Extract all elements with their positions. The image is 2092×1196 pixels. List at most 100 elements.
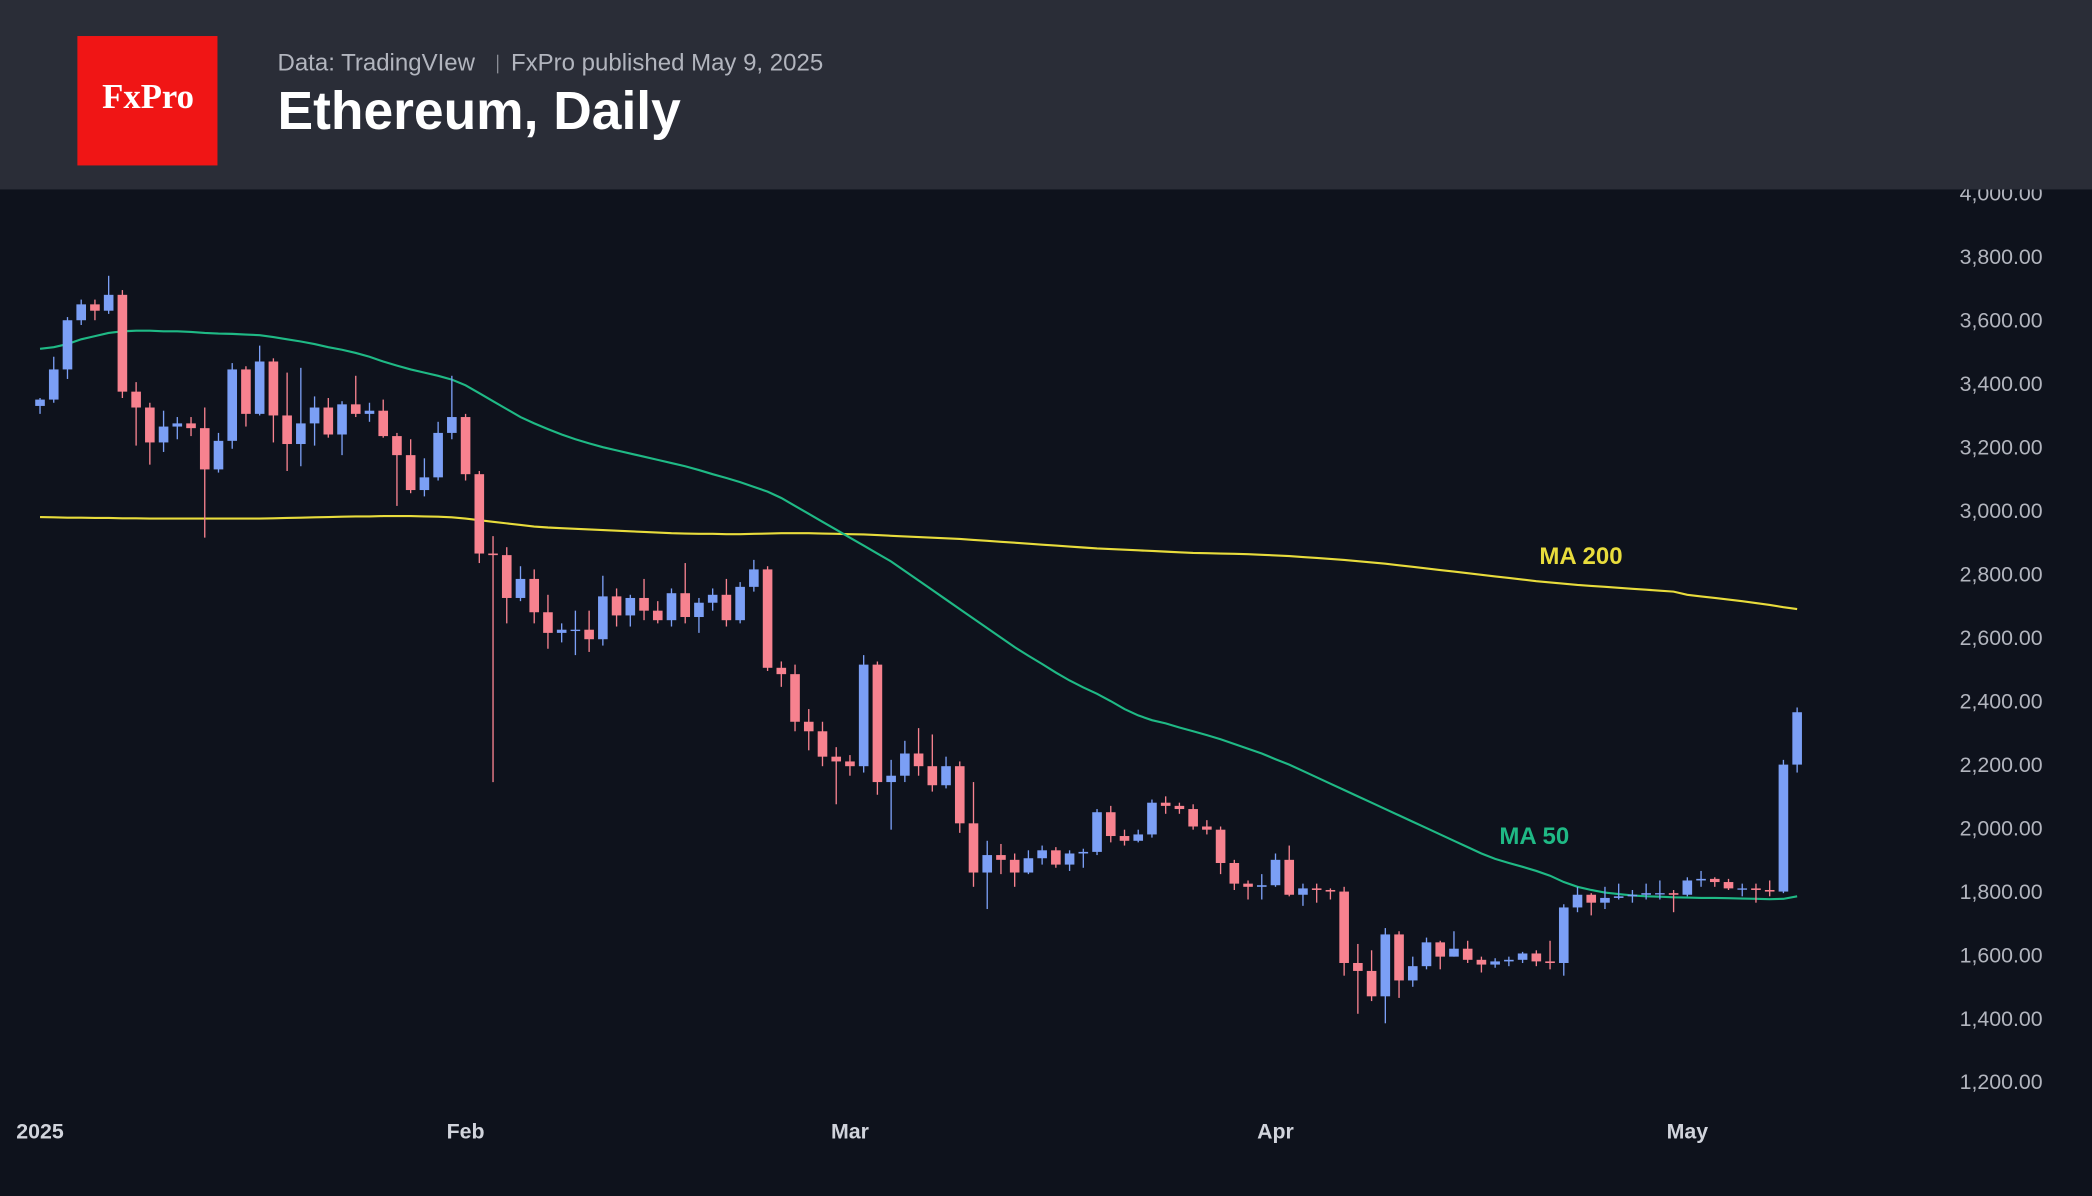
candle-body <box>1462 948 1473 960</box>
candle-body <box>1531 953 1542 962</box>
candle-body <box>1435 942 1446 957</box>
candle-body <box>1339 891 1349 963</box>
candle-body <box>762 569 773 668</box>
candle-body <box>337 404 347 435</box>
candle-body <box>296 423 306 445</box>
candle-body <box>1133 834 1144 841</box>
candle-body <box>323 407 334 435</box>
y-tick-label: 1,600.00 <box>1960 943 2043 967</box>
candle-body <box>90 304 100 311</box>
candle-body <box>447 417 457 433</box>
candle-body <box>392 436 402 456</box>
candle-body <box>1641 893 1651 895</box>
candle-body <box>886 775 896 783</box>
candle-body <box>982 855 993 873</box>
candle-body <box>1064 853 1075 865</box>
candle-body <box>131 391 141 408</box>
candle-body <box>529 578 540 613</box>
candle-body <box>996 855 1006 860</box>
candle-body <box>1256 885 1267 887</box>
candle-body <box>1668 893 1679 895</box>
candle-body <box>790 674 800 722</box>
candle-body <box>1284 859 1295 895</box>
candle-body <box>680 593 691 618</box>
logo-box <box>77 36 218 166</box>
candle-body <box>1778 764 1789 892</box>
candle-body <box>62 320 73 370</box>
candle-body <box>872 664 883 783</box>
candle-body <box>639 597 649 611</box>
candle-body <box>515 578 526 598</box>
y-tick-label: 1,800.00 <box>1960 880 2043 904</box>
chart-title: Ethereum, Daily <box>278 82 682 141</box>
candle-body <box>776 667 787 675</box>
candle-body <box>570 629 581 632</box>
candle-body <box>749 569 759 587</box>
candle-body <box>1449 948 1459 957</box>
candle-body <box>364 410 375 414</box>
candle-body <box>1792 712 1802 765</box>
candle-body <box>172 423 183 427</box>
y-tick-label: 3,200.00 <box>1960 435 2043 459</box>
plot-area: 1,200.00 1,400.00 1,600.00 1,800.00 2,000.00… <box>16 181 2042 1143</box>
candle-body <box>199 428 210 470</box>
candle-body <box>694 602 704 618</box>
candle-body <box>405 455 416 491</box>
candle-body <box>1380 934 1391 997</box>
candle-body <box>584 629 594 640</box>
candle-body <box>1517 953 1528 960</box>
candle-body <box>1764 889 1775 892</box>
y-tick-label: 1,400.00 <box>1960 1007 2043 1031</box>
y-tick-label: 3,400.00 <box>1960 372 2043 396</box>
candle-body <box>186 423 196 429</box>
candle-body <box>1366 970 1377 997</box>
candle-body <box>941 766 951 786</box>
candle-body <box>831 756 842 762</box>
candle-body <box>1078 851 1089 854</box>
candle-body <box>652 610 663 621</box>
y-tick-label: 2,800.00 <box>1960 562 2043 586</box>
y-tick-label: 1,200.00 <box>1960 1070 2043 1094</box>
candle-body <box>145 407 155 443</box>
candle-body <box>1682 880 1693 895</box>
candle-body <box>1613 896 1624 898</box>
candle-body <box>1723 882 1734 889</box>
header: FxPro Data: TradingVIew FxPro published … <box>0 0 2092 190</box>
candle-body <box>1009 859 1020 873</box>
candle-body <box>707 594 718 603</box>
source-text: Data: TradingVIew <box>278 49 476 76</box>
x-tick-label: Mar <box>831 1119 869 1143</box>
x-tick-label: Feb <box>447 1119 485 1143</box>
candle-body <box>1709 878 1720 883</box>
x-tick-label: May <box>1667 1119 1709 1143</box>
candle-body <box>378 410 389 437</box>
y-tick-label: 3,800.00 <box>1960 245 2043 269</box>
candle-body <box>1407 966 1418 981</box>
candle-body <box>1476 959 1487 965</box>
y-tick-label: 2,000.00 <box>1960 816 2043 840</box>
candle-body <box>1421 942 1432 967</box>
candle-body <box>1627 894 1638 897</box>
candle-body <box>254 361 265 414</box>
candle-body <box>817 731 828 757</box>
candle-body <box>35 399 45 406</box>
y-tick-label: 3,000.00 <box>1960 499 2043 523</box>
candle-body <box>474 474 485 554</box>
candle-body <box>1298 888 1308 895</box>
candle-body <box>1751 888 1761 890</box>
candle-body <box>1105 812 1116 837</box>
candle-body <box>913 753 924 767</box>
candle-body <box>1270 859 1281 886</box>
candle-body <box>1092 812 1102 852</box>
candle-body <box>954 766 965 824</box>
candle-body <box>309 407 320 424</box>
candle-body <box>1545 961 1555 963</box>
ma-label: MA 50 <box>1499 823 1569 850</box>
candle-body <box>1325 889 1336 892</box>
ma-line <box>39 329 1798 901</box>
published-text: FxPro published May 9, 2025 <box>511 49 823 76</box>
candle-body <box>927 766 938 786</box>
x-tick-label: Apr <box>1257 1119 1294 1143</box>
candle-body <box>1215 829 1226 864</box>
